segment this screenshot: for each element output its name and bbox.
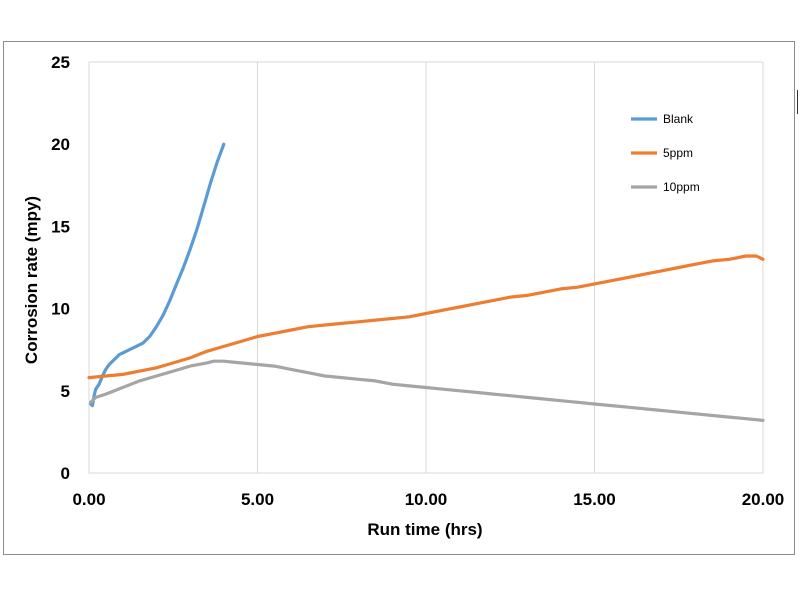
y-axis-title: Corrosion rate (mpy) — [22, 196, 41, 364]
x-tick-label: 0.00 — [72, 490, 105, 509]
window-edge-mark — [797, 90, 798, 114]
x-tick-label: 15.00 — [573, 490, 616, 509]
legend-label: 10ppm — [663, 180, 700, 194]
y-tick-label: 15 — [51, 217, 70, 236]
y-tick-label: 10 — [51, 300, 70, 319]
x-tick-label: 20.00 — [742, 490, 785, 509]
tick-labels: 0.00 5.00 10.00 15.00 20.00 0 5 10 15 20 25 — [51, 53, 784, 509]
y-tick-label: 25 — [51, 53, 70, 72]
chart-area: 0.00 5.00 10.00 15.00 20.00 0 5 10 15 20 25 Run ti… — [3, 41, 795, 555]
legend-label: Blank — [663, 112, 694, 126]
legend-label: 5ppm — [663, 146, 693, 160]
series-line-blank — [89, 142, 226, 408]
line-chart: 0.00 5.00 10.00 15.00 20.00 0 5 10 15 20 25 Run ti… — [22, 53, 784, 539]
series-lines — [87, 142, 765, 422]
y-tick-label: 20 — [51, 135, 70, 154]
legend: Blank 5ppm 10ppm — [631, 112, 700, 194]
x-tick-label: 10.00 — [405, 490, 448, 509]
x-tick-label: 5.00 — [241, 490, 274, 509]
series-line-10ppm — [89, 359, 765, 422]
y-tick-label: 0 — [61, 464, 70, 483]
series-line-5ppm — [87, 254, 765, 380]
gridlines — [88, 61, 764, 474]
x-axis-title: Run time (hrs) — [367, 520, 482, 539]
y-tick-label: 5 — [61, 382, 70, 401]
